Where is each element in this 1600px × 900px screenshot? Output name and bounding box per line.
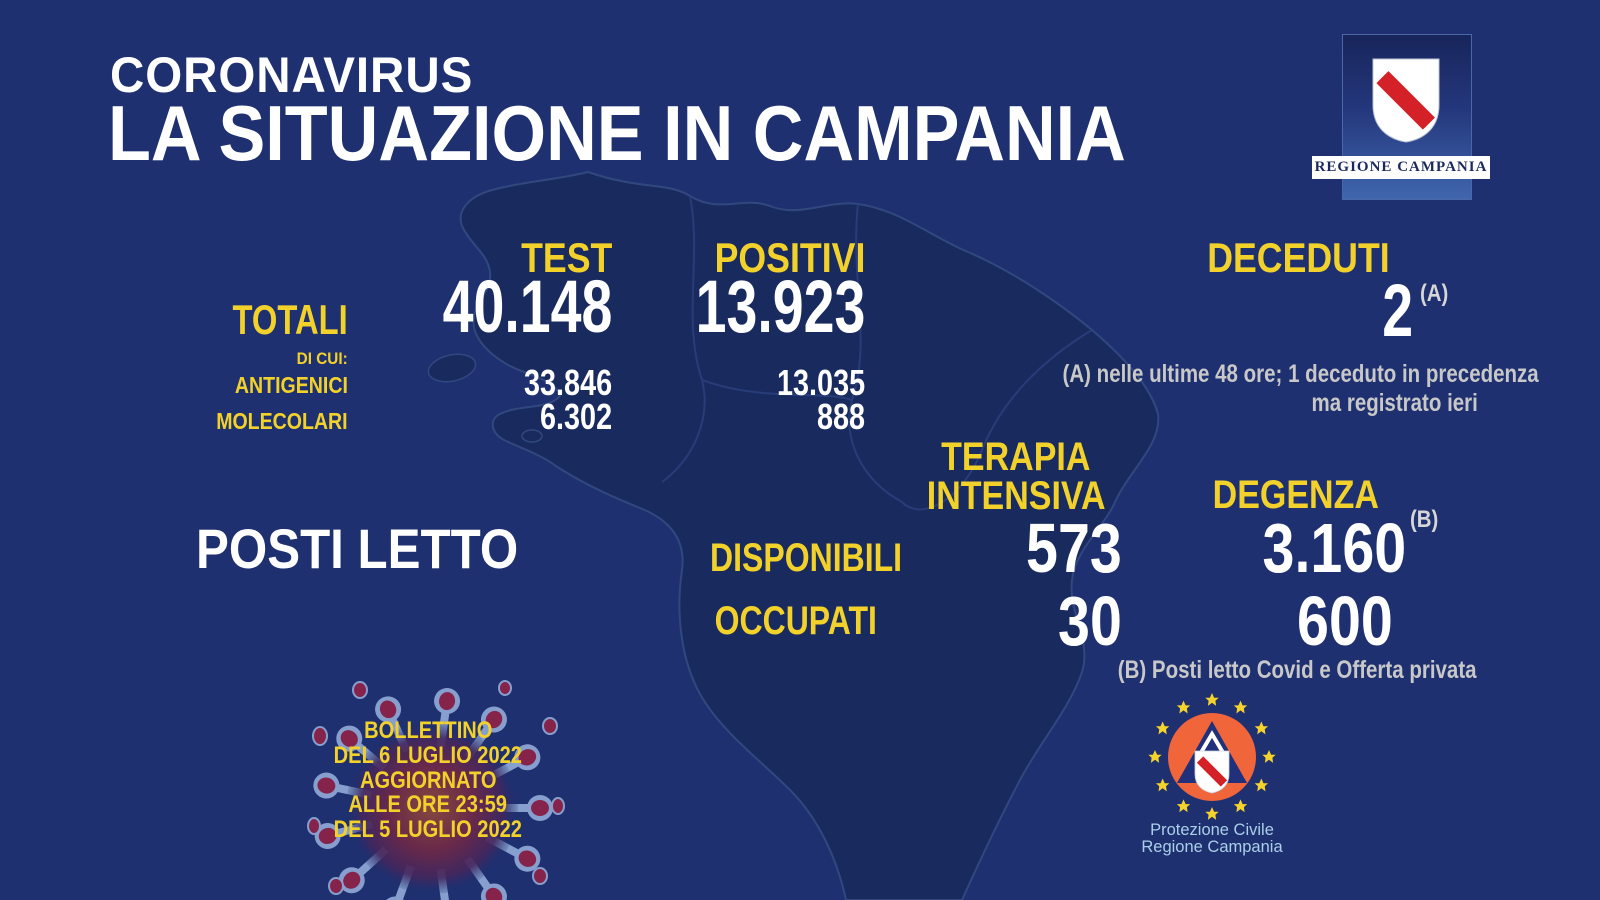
footnote-a-line2: ma registrato ieri	[1311, 389, 1478, 417]
posti-letto-label: POSTI LETTO	[196, 516, 562, 581]
bulletin-block: BOLLETTINO DEL 6 LUGLIO 2022 AGGIORNATO …	[278, 717, 578, 844]
regione-campania-caption: REGIONE CAMPANIA	[1312, 156, 1490, 179]
footnote-a: (A) nelle ultime 48 ore; 1 deceduto in p…	[958, 360, 1539, 418]
di-cui-label: DI CUI:	[98, 349, 348, 369]
test-total-value: 40.148	[442, 265, 612, 348]
positivi-total-value: 13.923	[695, 265, 865, 348]
occupati-label: OCCUPATI	[577, 599, 877, 644]
degenza-footnote-marker: (B)	[1410, 506, 1443, 534]
positivi-header: POSITIVI	[565, 234, 865, 282]
test-header-text: TEST	[520, 234, 612, 281]
antigenici-label-text: ANTIGENICI	[235, 372, 348, 398]
deceduti-header-text: DECEDUTI	[1207, 234, 1390, 281]
terapia-header-line2: INTENSIVA	[926, 474, 1106, 518]
footnote-b-text: (B) Posti letto Covid e Offerta privata	[1118, 656, 1477, 684]
deceduti-footnote-marker: (A)	[1420, 280, 1453, 308]
protezione-civile-line2: Regione Campania	[1141, 838, 1283, 856]
bulletin-line-4: ALLE ORE 23:59	[348, 791, 508, 819]
totali-label: TOTALI	[98, 296, 348, 344]
antigenici-label: ANTIGENICI	[98, 372, 348, 399]
page-title: LA SITUAZIONE IN CAMPANIA	[108, 88, 1239, 179]
test-antigenici-value: 33.846	[523, 362, 612, 403]
footnote-a-line1: (A) nelle ultime 48 ore; 1 deceduto in p…	[1062, 360, 1539, 388]
bulletin-line-3: AGGIORNATO	[359, 766, 497, 794]
degenza-header: DEGENZA	[1156, 473, 1436, 517]
test-total: 40.148	[282, 268, 612, 346]
molecolari-label: MOLECOLARI	[98, 408, 348, 435]
occupati-degenza-value: 600	[1143, 581, 1393, 661]
page-title-kicker: CORONAVIRUS	[110, 46, 492, 104]
degenza-header-text: DEGENZA	[1212, 473, 1380, 517]
bulletin-line-2: DEL 6 LUGLIO 2022	[333, 741, 523, 769]
deceduti-total-value: 2	[1382, 269, 1413, 352]
disponibili-degenza-value: 3.160	[1156, 508, 1406, 588]
deceduti-footnote-marker-text: (A)	[1420, 280, 1449, 307]
deceduti-header: DECEDUTI	[1090, 234, 1390, 282]
regione-campania-caption-text: REGIONE CAMPANIA	[1314, 159, 1488, 175]
positivi-antigenici-value: 13.035	[776, 362, 865, 403]
molecolari-label-text: MOLECOLARI	[216, 408, 348, 434]
positivi-molecolari-value: 888	[816, 396, 865, 437]
protezione-civile-line1: Protezione Civile	[1150, 821, 1274, 839]
bulletin-line-5: DEL 5 LUGLIO 2022	[333, 816, 523, 844]
test-molecolari: 6.302	[362, 396, 612, 438]
occupati-terapia-value: 30	[872, 581, 1122, 661]
totali-label-text: TOTALI	[232, 296, 348, 343]
terapia-header-line1: TERAPIA	[941, 435, 1091, 479]
terapia-intensiva-header: TERAPIA INTENSIVA	[876, 435, 1156, 518]
page-title-kicker-text: CORONAVIRUS	[110, 47, 474, 103]
disponibili-terapia-value: 573	[872, 508, 1122, 588]
test-molecolari-value: 6.302	[539, 396, 612, 437]
occupati-label-text: OCCUPATI	[714, 599, 877, 643]
campania-crest-icon	[1371, 57, 1441, 145]
test-header: TEST	[312, 234, 612, 282]
degenza-footnote-marker-text: (B)	[1410, 506, 1439, 533]
disponibili-label-text: DISPONIBILI	[709, 536, 902, 580]
di-cui-label-text: DI CUI:	[296, 349, 348, 368]
footnote-b: (B) Posti letto Covid e Offerta privata	[957, 656, 1477, 685]
positivi-molecolari: 888	[615, 396, 865, 438]
disponibili-label: DISPONIBILI	[602, 536, 902, 581]
occupati-terapia-number: 30	[1058, 582, 1122, 660]
protezione-civile-caption: Protezione Civile Regione Campania	[1112, 822, 1312, 856]
disponibili-degenza-number: 3.160	[1262, 509, 1406, 587]
positivi-antigenici: 13.035	[615, 362, 865, 404]
positivi-header-text: POSITIVI	[714, 234, 865, 281]
occupati-degenza-number: 600	[1297, 582, 1393, 660]
posti-letto-label-text: POSTI LETTO	[196, 517, 519, 580]
test-antigenici: 33.846	[362, 362, 612, 404]
positivi-total: 13.923	[535, 268, 865, 346]
page-title-text: LA SITUAZIONE IN CAMPANIA	[108, 89, 1126, 177]
deceduti-total: 2	[1213, 272, 1413, 350]
coronavirus-icon	[307, 680, 565, 900]
disponibili-terapia-number: 573	[1026, 509, 1122, 587]
protezione-civile-logo	[1148, 693, 1276, 820]
bulletin-line-1: BOLLETTINO	[363, 717, 493, 744]
